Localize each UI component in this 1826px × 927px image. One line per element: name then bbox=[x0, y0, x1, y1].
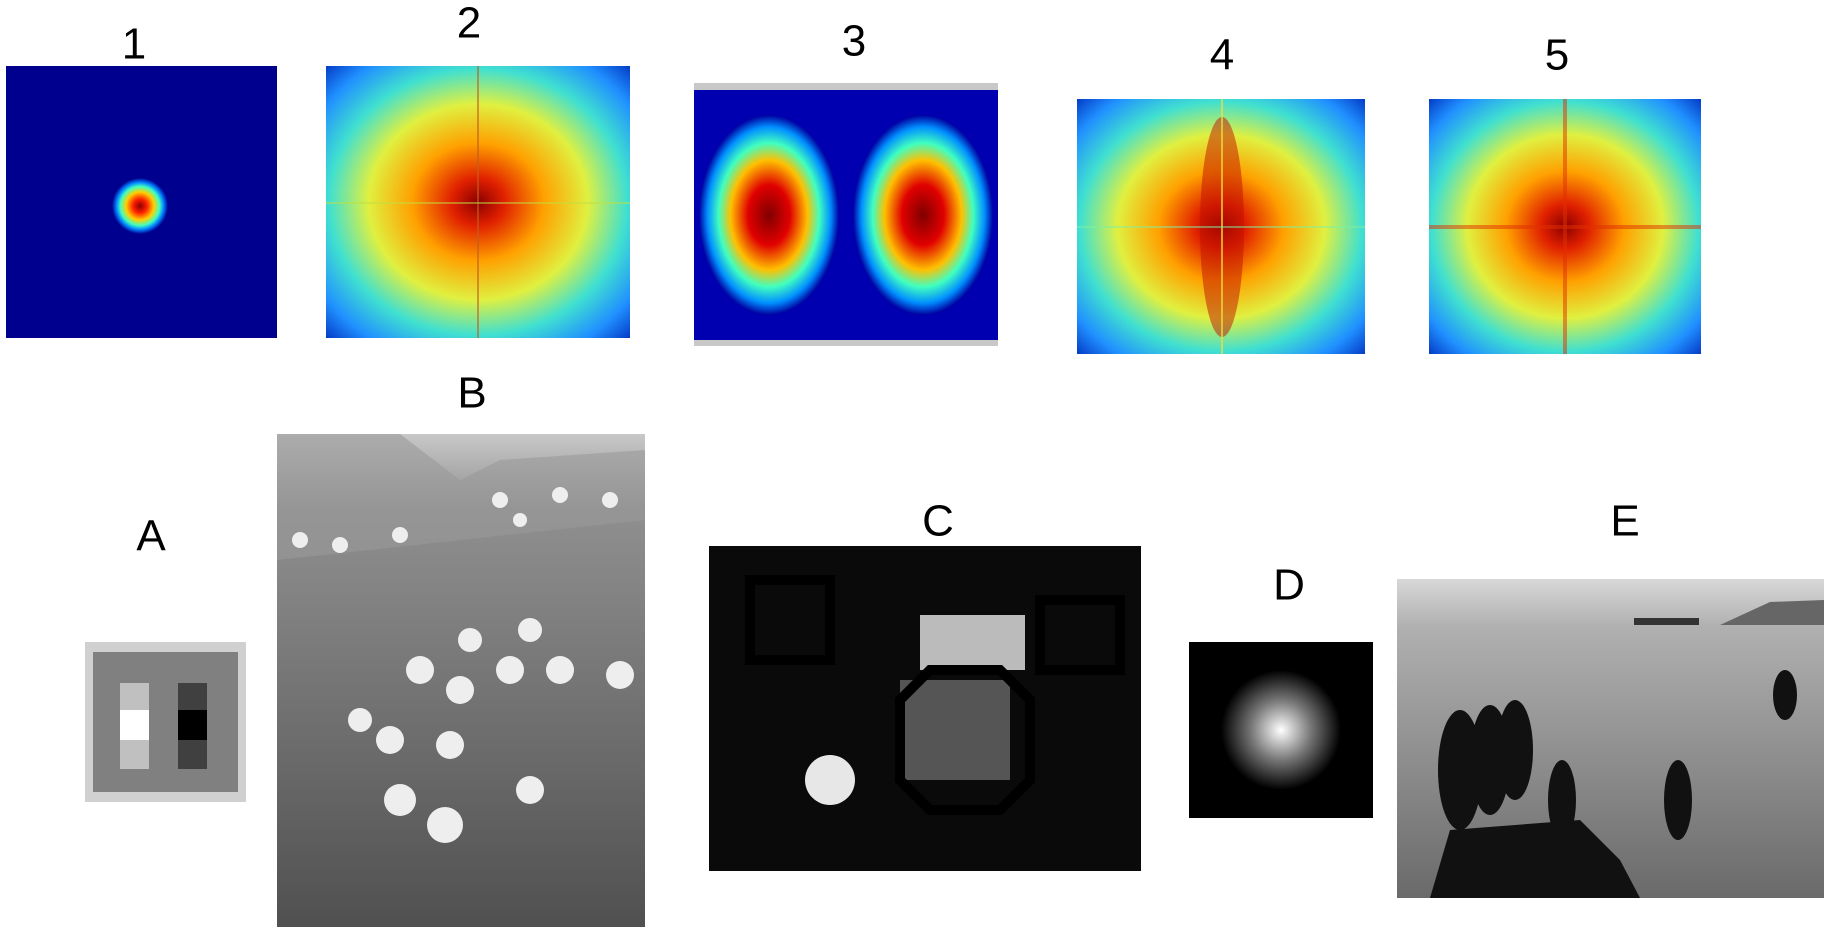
panel-5 bbox=[1429, 99, 1701, 354]
panel-4 bbox=[1077, 99, 1365, 354]
panel-label: E bbox=[1610, 497, 1639, 546]
panel-label: D bbox=[1273, 561, 1305, 610]
panel-b bbox=[277, 434, 645, 927]
panel-label: A bbox=[136, 512, 166, 561]
panel-label: 5 bbox=[1545, 31, 1569, 80]
panel-d bbox=[1189, 642, 1373, 818]
panel-label: 3 bbox=[842, 17, 866, 66]
panel-label: 2 bbox=[457, 0, 481, 48]
panel-e bbox=[1397, 579, 1824, 898]
panel-label: B bbox=[457, 369, 486, 418]
panel-c bbox=[709, 546, 1141, 871]
panel-label: 1 bbox=[122, 20, 146, 69]
panel-label: C bbox=[922, 497, 954, 546]
panel-1 bbox=[6, 66, 277, 338]
panel-2 bbox=[326, 66, 630, 338]
panel-3 bbox=[694, 83, 998, 346]
panel-label: 4 bbox=[1210, 31, 1234, 80]
panel-a bbox=[85, 642, 246, 802]
